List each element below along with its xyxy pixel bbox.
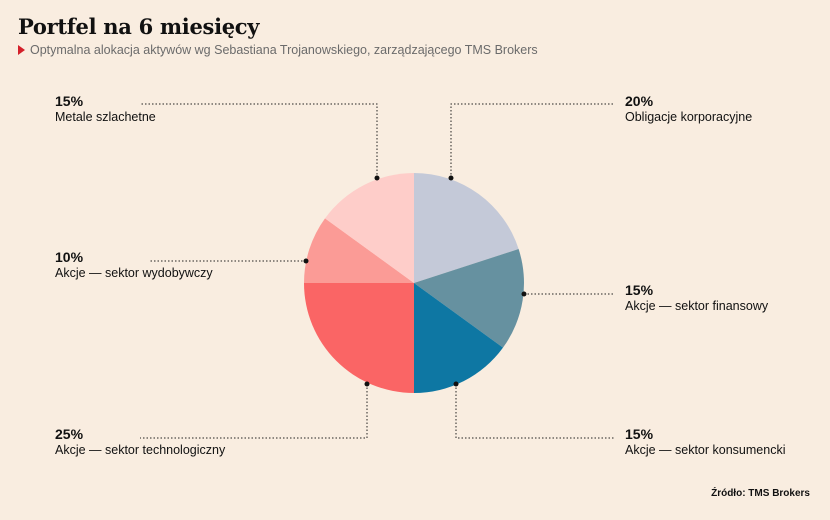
pie-slice (304, 283, 414, 393)
pie-slice (304, 218, 414, 283)
pie-slice (414, 249, 524, 348)
slice-label-metale: 15% Metale szlachetne (55, 93, 315, 125)
slice-percent: 20% (625, 93, 654, 109)
slice-percent: 10% (55, 249, 84, 265)
chart-title: Portfel na 6 miesięcy (18, 14, 260, 39)
slice-category: Metale szlachetne (55, 110, 156, 124)
leader-dot (364, 381, 370, 387)
slice-percent: 15% (625, 282, 654, 298)
chart-subtitle: Optymalna alokacja aktywów wg Sebastiana… (18, 43, 538, 57)
leader-line (140, 103, 378, 178)
slice-label-finansowy: 15% Akcje — sektor finansowy (625, 282, 830, 314)
leader-line (140, 384, 368, 439)
slice-label-konsumencki: 15% Akcje — sektor konsumencki (625, 426, 830, 458)
slice-category: Obligacje korporacyjne (625, 110, 753, 124)
pie-slice (414, 283, 503, 393)
slice-category: Akcje — sektor finansowy (625, 299, 769, 313)
source-note: Źródło: TMS Brokers (711, 488, 810, 499)
slice-category: Akcje — sektor wydobywczy (55, 266, 213, 280)
slice-category: Akcje — sektor konsumencki (625, 443, 786, 457)
slice-label-obligacje: 20% Obligacje korporacyjne (625, 93, 830, 125)
pie-slice (325, 173, 414, 283)
leader-dot (453, 381, 459, 387)
slice-label-technologiczny: 25% Akcje — sektor technologiczny (55, 426, 315, 458)
leader-dot (521, 291, 527, 297)
leader-dot (448, 175, 454, 181)
slice-category: Akcje — sektor technologiczny (55, 443, 226, 457)
slice-label-wydobywczy: 10% Akcje — sektor wydobywczy (55, 249, 315, 281)
pie-slice (414, 173, 519, 283)
leader-dot (303, 258, 309, 264)
leader-line (450, 103, 615, 178)
triangle-marker-icon (18, 45, 25, 55)
slice-percent: 25% (55, 426, 84, 442)
leader-dot (374, 175, 380, 181)
slice-percent: 15% (55, 93, 84, 109)
leader-line (455, 384, 615, 439)
subtitle-text: Optymalna alokacja aktywów wg Sebastiana… (30, 43, 538, 57)
slice-percent: 15% (625, 426, 654, 442)
